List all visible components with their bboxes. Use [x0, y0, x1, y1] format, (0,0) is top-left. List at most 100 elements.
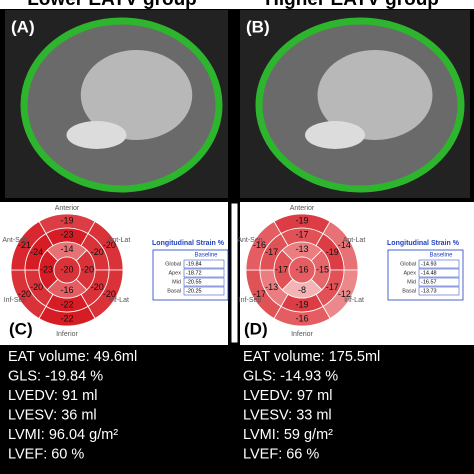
segment-value: -20 [18, 289, 31, 299]
segment-value: -16 [253, 240, 266, 250]
segment-value: -17 [275, 264, 288, 274]
segment-value: -13 [265, 282, 278, 292]
direction-label: Anterior [290, 205, 315, 212]
strain-row-label: Basal [402, 288, 416, 294]
strain-title: Longitudinal Strain % [387, 240, 460, 247]
strain-row-value: -19.84 [186, 261, 202, 267]
strain-cell [418, 268, 460, 278]
direction-label: Ant-Sep [237, 237, 262, 244]
segment-value: -12 [338, 289, 351, 299]
valve [66, 121, 127, 149]
segment-value: -23 [40, 264, 53, 274]
segment [53, 256, 81, 284]
direction-label: Inf-Lat [109, 297, 129, 304]
strain-cell [183, 259, 225, 269]
metric: EAT volume: 175.5ml [243, 349, 380, 365]
strain-row-value: -18.72 [186, 270, 202, 276]
divider-inner [230, 202, 239, 344]
segment-value: -19 [326, 247, 339, 257]
segment-value: -21 [18, 240, 31, 250]
metric: LVEDV: 91 ml [8, 388, 97, 404]
strain-row-value: -20.25 [186, 288, 202, 294]
segment-value: -8 [298, 285, 306, 295]
segment-value: -20 [81, 264, 94, 274]
segment-value: -16 [60, 285, 73, 295]
segment-value: -19 [295, 299, 308, 309]
segment-value: -17 [253, 289, 266, 299]
segment-value: -22 [60, 299, 73, 309]
panel-label: (D) [244, 319, 268, 338]
text-band [0, 345, 474, 474]
strain-cell [418, 277, 460, 287]
segment-value: -20 [103, 289, 116, 299]
valve [305, 121, 365, 149]
strain-cell [418, 286, 460, 296]
direction-label: Anterior [55, 205, 80, 212]
direction-label: Inf-Sep [4, 297, 27, 304]
segment-value: -14 [338, 240, 351, 250]
strain-row-label: Apex [403, 270, 416, 276]
strain-header: Baseline [194, 253, 218, 259]
segment-value: -17 [265, 247, 278, 257]
direction-label: Inferior [291, 331, 313, 338]
strain-box [387, 249, 464, 301]
metric: LVEF: 60 % [8, 446, 84, 462]
metric: EAT volume: 49.6ml [8, 349, 137, 365]
segment-value: -19 [295, 215, 308, 225]
strain-row-value: -16.57 [421, 279, 437, 285]
segment-value: -23 [60, 229, 73, 239]
strain-row-label: Mid [407, 279, 416, 285]
segment-value: -16 [295, 264, 308, 274]
segment-value: -24 [30, 247, 43, 257]
direction-label: Ant-Lat [108, 237, 131, 244]
segment-value: -20 [30, 282, 43, 292]
segment-value: -19 [60, 215, 73, 225]
segment-value: -13 [295, 244, 308, 254]
strain-cell [183, 286, 225, 296]
metric: LVESV: 36 ml [8, 407, 97, 423]
segment-value: -20 [103, 240, 116, 250]
segment-value: -22 [60, 313, 73, 323]
direction-label: Inf-Lat [344, 297, 364, 304]
metric: LVMI: 59 g/m² [243, 427, 333, 443]
direction-label: Ant-Lat [343, 237, 366, 244]
direction-label: Ant-Sep [2, 237, 27, 244]
metric: GLS: -14.93 % [243, 368, 338, 384]
strain-cell [418, 259, 460, 269]
segment-value: -15 [316, 264, 329, 274]
strain-cell [183, 268, 225, 278]
metric: LVMI: 96.04 g/m² [8, 427, 118, 443]
direction-label: Inferior [56, 331, 78, 338]
segment-value: -17 [326, 282, 339, 292]
direction-label: Inf-Sep [239, 297, 262, 304]
strain-row-label: Apex [168, 270, 181, 276]
segment-value: -17 [295, 229, 308, 239]
strain-title: Longitudinal Strain % [152, 240, 225, 247]
strain-row-label: Global [400, 261, 416, 267]
segment-value: -20 [91, 282, 104, 292]
metric: LVEF: 66 % [243, 446, 319, 462]
strain-header: Baseline [429, 253, 453, 259]
strain-row-value: -13.73 [421, 288, 437, 294]
strain-cell [183, 277, 225, 287]
segment-value: -20 [60, 264, 73, 274]
metric: LVEDV: 97 ml [243, 388, 332, 404]
segment-value: -20 [91, 247, 104, 257]
strain-row-label: Global [165, 261, 181, 267]
group-title: Lower EATV group [27, 0, 197, 10]
strain-row-value: -14.48 [421, 270, 437, 276]
strain-row-value: -20.55 [186, 279, 202, 285]
ventricle [317, 50, 433, 140]
segment-value: -16 [295, 313, 308, 323]
metric: LVESV: 33 ml [243, 407, 332, 423]
segment [288, 256, 316, 284]
metric: GLS: -19.84 % [8, 368, 103, 384]
strain-row-value: -14.93 [421, 261, 437, 267]
segment-value: -14 [60, 244, 73, 254]
panel-label: (A) [11, 17, 35, 36]
panel-label: (B) [246, 17, 270, 36]
strain-box [152, 249, 229, 301]
ventricle [80, 50, 193, 140]
group-title: Higher EATV group [265, 0, 439, 10]
